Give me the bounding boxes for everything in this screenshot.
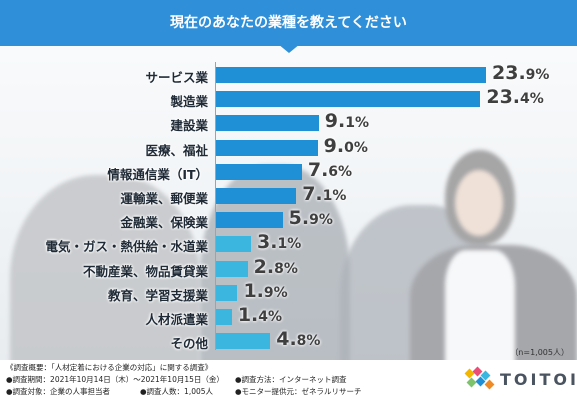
category-label: 医療、福祉 — [145, 142, 208, 158]
bar — [216, 188, 297, 204]
value-label-decimal: 9% — [263, 284, 288, 301]
logo-mark-orange — [484, 379, 495, 390]
value-label-decimal: 6% — [328, 163, 353, 180]
category-label: 建設業 — [170, 118, 208, 134]
value-label: 4.8% — [276, 328, 320, 350]
category-label: 製造業 — [170, 94, 208, 110]
bar — [216, 260, 248, 277]
bar — [216, 163, 302, 180]
survey-period: ●調査期間：2021年10月14日（木）〜2021年10月15日（金） — [6, 375, 224, 384]
category-label: 教育、学習支援業 — [107, 287, 208, 303]
value-label-integer: 3. — [257, 231, 278, 254]
value-label-integer: 1. — [237, 304, 259, 326]
value-label: 5.9% — [289, 207, 333, 229]
bar — [216, 91, 481, 108]
question-header: 現在のあなたの業種を教えてください — [0, 0, 577, 53]
value-label-integer: 23. — [486, 86, 521, 109]
category-label: 電気・ガス・熱供給・水道業 — [45, 239, 208, 255]
value-label-decimal: 9% — [309, 212, 333, 229]
survey-method: ●調査方法：インターネット調査 — [235, 375, 347, 384]
survey-title: 《調査概要：「人材定着における企業の対応」に関する調査》 — [6, 363, 213, 372]
bar — [216, 212, 283, 229]
category-label: 情報通信業（IT） — [107, 166, 208, 182]
category-label: 人材派遣業 — [145, 312, 208, 327]
category-label: 不動産業、物品賃貸業 — [82, 263, 208, 279]
survey-provider: ●モニター提供元：ゼネラルリサーチ — [235, 387, 362, 396]
value-label-integer: 1. — [243, 279, 264, 302]
value-label-decimal: 4% — [520, 91, 544, 108]
bar — [216, 67, 486, 83]
value-label: 1.9% — [243, 280, 287, 302]
value-label: 9.1% — [325, 110, 369, 132]
bar — [216, 115, 319, 132]
value-label-decimal: 4% — [258, 309, 283, 325]
value-label-integer: 5. — [288, 207, 310, 230]
value-label-decimal: 0% — [344, 139, 368, 156]
value-label-integer: 2. — [253, 255, 275, 278]
value-label: 23.4% — [486, 86, 543, 108]
value-label-integer: 7. — [307, 158, 329, 181]
value-label-decimal: 8% — [274, 260, 298, 277]
value-label-decimal: 1% — [277, 236, 302, 253]
value-label: 2.8% — [254, 256, 298, 278]
sample-size-note: （n=1,005人） — [510, 348, 569, 357]
value-label: 23.9% — [492, 62, 549, 84]
survey-respondents: ●調査人数：1,005人 — [140, 387, 214, 396]
value-label: 7.1% — [302, 183, 346, 205]
value-label-integer: 9. — [324, 110, 346, 133]
bar — [216, 139, 318, 156]
value-label-integer: 4. — [276, 328, 297, 351]
page-title: 現在のあなたの業種を教えてください — [170, 15, 407, 31]
bar — [216, 284, 238, 301]
bar — [216, 333, 271, 350]
value-label: 3.1% — [257, 231, 301, 253]
logo-text: TOITOI — [500, 370, 577, 389]
logo-mark-green — [466, 377, 477, 388]
value-label-decimal: 9% — [525, 67, 550, 83]
y-axis-line — [215, 62, 216, 350]
category-label: その他 — [170, 336, 208, 352]
value-label: 1.4% — [238, 304, 282, 326]
category-label: 金融業、保険業 — [120, 215, 208, 231]
bar — [216, 236, 252, 253]
header-pointer — [278, 44, 300, 53]
value-label-integer: 7. — [302, 183, 323, 205]
value-label-decimal: 1% — [322, 188, 347, 204]
value-label: 9.0% — [324, 135, 368, 157]
toitoi-logo: TOITOI — [462, 366, 576, 392]
value-label: 7.6% — [308, 159, 352, 181]
bar — [216, 309, 232, 325]
value-label-decimal: 1% — [345, 115, 370, 132]
value-label-integer: 9. — [323, 134, 345, 157]
value-label-integer: 23. — [492, 62, 526, 84]
category-label: サービス業 — [145, 70, 208, 85]
value-label-decimal: 8% — [296, 333, 321, 350]
survey-target: ●調査対象：企業の人事担当者 — [6, 387, 111, 396]
category-label: 運輸業、郵便業 — [120, 191, 208, 206]
